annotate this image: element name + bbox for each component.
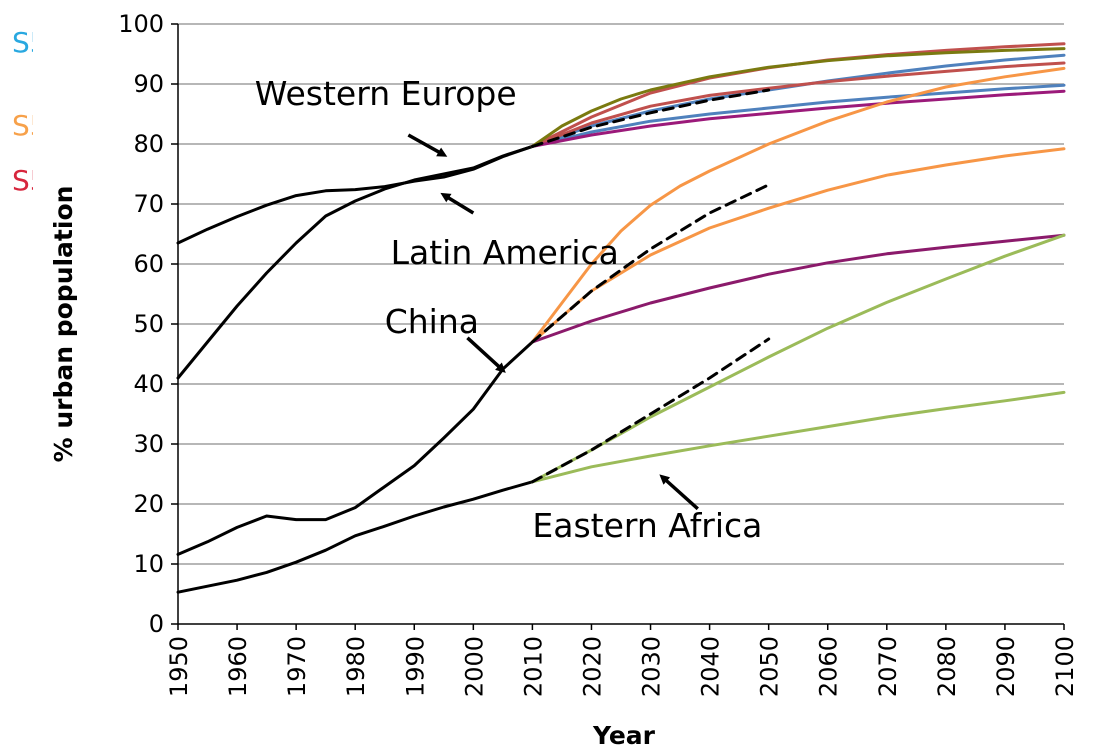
annotation-label: Eastern Africa (532, 506, 762, 545)
x-tick-label: 1990 (401, 636, 429, 697)
annotations: Western Europe Latin America China Eastern … (255, 74, 763, 545)
x-tick-label: 1970 (283, 636, 311, 697)
y-tick-label: 40 (133, 370, 164, 398)
y-tick-label: 90 (133, 70, 164, 98)
x-axis-title: Year (592, 721, 656, 749)
x-tick-label: 2100 (1051, 636, 1079, 697)
y-tick-label: 80 (133, 130, 164, 158)
annotation-arrow (466, 336, 506, 373)
series-line-15 (530, 233, 1066, 484)
series-line-11 (530, 66, 1066, 344)
series-line-12 (530, 147, 1066, 344)
x-tick-label: 2080 (933, 636, 961, 697)
x-tick-label: 2090 (992, 636, 1020, 697)
series-line-3 (176, 480, 534, 594)
series-lines (176, 42, 1066, 594)
legend-fragment: S5 (12, 164, 48, 197)
annotation-label: Western Europe (255, 74, 517, 113)
x-tick-label: 2010 (519, 636, 547, 697)
y-tick-labels: 0 10 20 30 40 50 60 70 80 90 100 (118, 10, 164, 638)
y-tick-label: 100 (118, 10, 164, 38)
y-tick-label: 60 (133, 250, 164, 278)
x-tick-label: 2000 (460, 636, 488, 697)
legend-fragment: S5 (12, 26, 48, 59)
annotation-arrow (440, 192, 475, 215)
series-line-5 (530, 83, 1066, 148)
x-tick-label: 2020 (578, 636, 606, 697)
x-tick-label: 1960 (224, 636, 252, 697)
annotation-label: China (385, 302, 479, 341)
legend-fragment: S5 (12, 109, 48, 142)
legend-fragments: S5 S5 S5 (12, 26, 48, 197)
projection-dashed-line-10 (530, 88, 771, 148)
annotation-label: Latin America (391, 233, 619, 272)
x-tick-label: 1980 (342, 636, 370, 697)
y-tick-label: 0 (149, 610, 164, 638)
x-tick-label: 1950 (165, 636, 193, 697)
x-tick-label: 2040 (697, 636, 725, 697)
series-line-8 (530, 89, 1066, 148)
annotation-arrow (659, 474, 699, 511)
x-tick-label: 2070 (874, 636, 902, 697)
axes (177, 24, 1065, 630)
y-tick-label: 20 (133, 490, 164, 518)
gridlines (171, 23, 1064, 625)
y-axis-title: % urban population (49, 186, 78, 463)
series-line-9 (530, 47, 1066, 148)
x-tick-label: 2030 (638, 636, 666, 697)
y-tick-label: 10 (133, 550, 164, 578)
annotation-arrow (407, 133, 448, 157)
series-line-13 (530, 233, 1066, 344)
projection-dashed-line-17 (530, 337, 771, 484)
series-line-0 (176, 144, 534, 245)
y-tick-label: 30 (133, 430, 164, 458)
series-line-1 (176, 144, 534, 380)
series-line-16 (530, 390, 1066, 484)
series-line-2 (176, 340, 534, 556)
y-tick-label: 50 (133, 310, 164, 338)
projection-dashed-line-14 (530, 183, 771, 344)
y-tick-label: 70 (133, 190, 164, 218)
x-tick-label: 2060 (815, 636, 843, 697)
series-line-6 (530, 61, 1066, 148)
x-tick-label: 2050 (756, 636, 784, 697)
x-tick-labels: 1950 1960 1970 1980 1990 2000 2010 2020 2030 2040… (165, 636, 1079, 697)
